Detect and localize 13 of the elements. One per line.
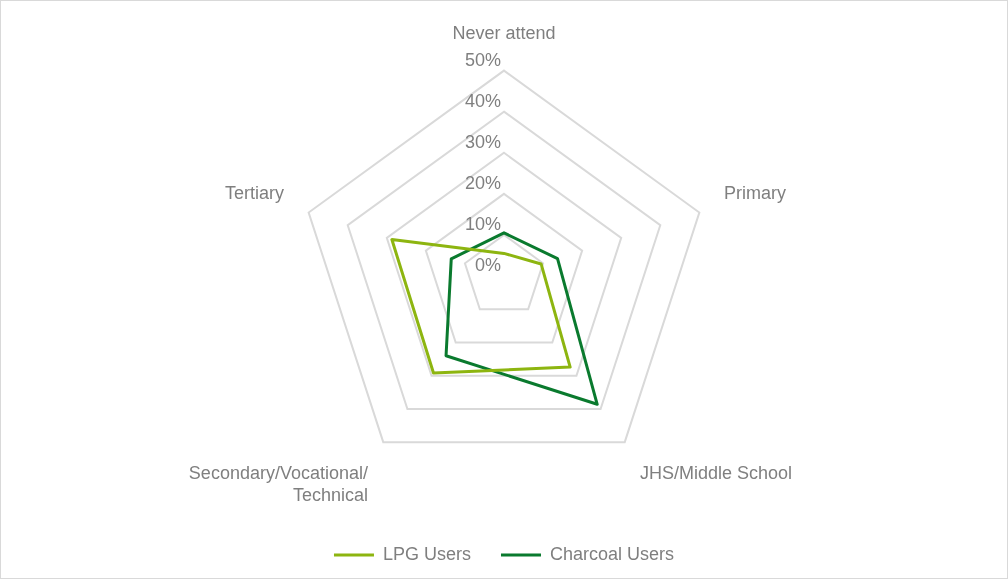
y-tick-label: 10%	[464, 213, 501, 234]
spoke-label: Primary	[724, 182, 787, 203]
spoke-label: JHS/Middle School	[640, 462, 793, 483]
spoke-label: Secondary/Vocational/ Technical	[188, 462, 368, 505]
y-tick-label: 40%	[464, 90, 501, 111]
y-tick-label: 30%	[464, 131, 501, 152]
legend-label: Charcoal Users	[549, 543, 675, 564]
spoke-label: Tertiary	[224, 182, 284, 203]
y-tick-label: 50%	[464, 49, 501, 70]
spoke-label: Never attend	[452, 22, 556, 43]
y-tick-label: 0%	[474, 254, 501, 275]
y-tick-label: 20%	[464, 172, 501, 193]
legend-label: LPG Users	[382, 543, 471, 564]
